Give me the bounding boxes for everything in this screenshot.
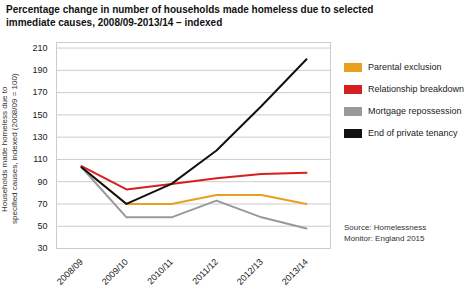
svg-text:70: 70 xyxy=(37,199,47,209)
svg-text:210: 210 xyxy=(32,43,47,53)
svg-text:2009/10: 2009/10 xyxy=(100,257,130,287)
svg-text:30: 30 xyxy=(37,243,47,253)
svg-text:130: 130 xyxy=(32,132,47,142)
svg-text:150: 150 xyxy=(32,110,47,120)
svg-text:2011/12: 2011/12 xyxy=(190,257,220,287)
html-text:Relationship breakdown: Relationship breakdown xyxy=(368,84,465,94)
svg-text:170: 170 xyxy=(32,87,47,97)
html-text:Parental exclusion: Parental exclusion xyxy=(368,62,442,72)
svg-text:90: 90 xyxy=(37,177,47,187)
html-text:End of private tenancy: End of private tenancy xyxy=(368,128,458,138)
svg-text:2012/13: 2012/13 xyxy=(235,257,265,287)
svg-text:190: 190 xyxy=(32,65,47,75)
svg-text:110: 110 xyxy=(33,154,47,164)
html-text:Percentage change in number of: Percentage change in number of household… xyxy=(6,4,374,28)
svg-text:2013/14: 2013/14 xyxy=(280,257,310,287)
html-text:Mortgage repossession: Mortgage repossession xyxy=(368,106,462,116)
html-text:Source: Homelessness Monitor:: Source: Homelessness Monitor: England 20… xyxy=(344,223,427,243)
html-text:Households made homeless due t: Households made homeless due to specifie… xyxy=(0,73,20,225)
svg-text:2008/09: 2008/09 xyxy=(55,257,85,287)
svg-text:50: 50 xyxy=(37,221,47,231)
svg-text:2010/11: 2010/11 xyxy=(145,257,175,287)
